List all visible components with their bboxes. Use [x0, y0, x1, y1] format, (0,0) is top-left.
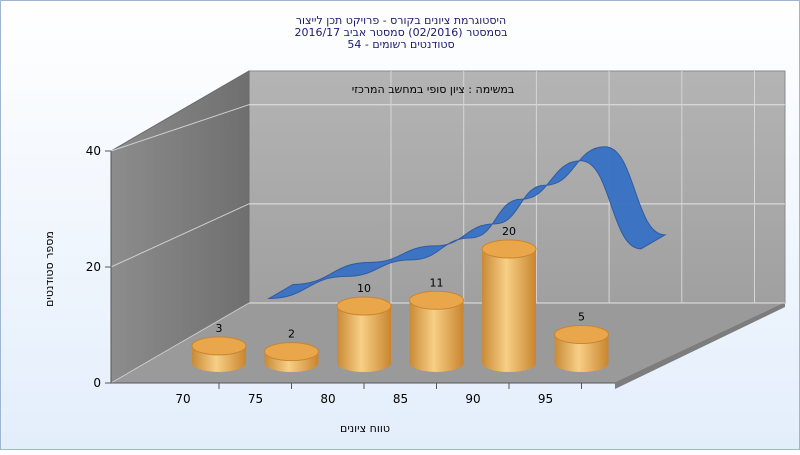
bar-label-0: 3 [216, 322, 223, 335]
bar-1: 2 [264, 328, 319, 372]
y-tick-label-0: 0 [93, 376, 101, 390]
bar-top-5 [554, 325, 609, 344]
bar-body-2 [337, 306, 391, 372]
x-tick-label-2: 80 [320, 392, 335, 406]
bar-0: 3 [191, 322, 247, 372]
bar-top-3 [409, 290, 464, 310]
bar-body-4 [482, 249, 536, 372]
bar-top-1 [264, 342, 319, 362]
grid-line-left-1 [110, 203, 250, 268]
x-tick-label-5: 95 [538, 392, 553, 406]
y-tick-label-2: 40 [86, 144, 101, 158]
chart-title-line-3: סטודנטים רשומים - 54 [347, 38, 454, 51]
bars-layer: 3 2 10 11 20 5 [191, 225, 609, 372]
chart-title-line-2: בסמסטר (02/2016) סמסטר אביב 2016/17 [294, 26, 507, 39]
bar-2: 10 [336, 282, 392, 372]
bar-top-0 [191, 336, 247, 356]
x-tick-label-0: 70 [175, 392, 190, 406]
bar-5: 5 [554, 311, 609, 372]
bar-3: 11 [409, 276, 464, 372]
bar-label-4: 20 [502, 225, 516, 238]
y-axis: 0 20 40 [86, 144, 112, 390]
bar-label-2: 10 [357, 282, 371, 295]
bar-body-3 [409, 300, 464, 372]
distribution-curve [267, 146, 667, 299]
y-tick-label-1: 20 [86, 260, 101, 274]
x-tick-label-3: 85 [393, 392, 408, 406]
grid-line-left-0 [110, 302, 250, 384]
bar-label-1: 2 [288, 328, 295, 341]
bar-top-4 [481, 239, 537, 259]
curve-layer [267, 146, 667, 299]
bar-label-3: 11 [430, 276, 444, 289]
bar-body-5 [554, 334, 609, 372]
chart-annotation: במשימה : ציון סופי במחשב המרכזי [352, 83, 515, 96]
x-axis-title: טווח ציונים [340, 422, 390, 435]
bar-label-5: 5 [578, 311, 585, 324]
chart-title-line-1: היסטוגרמת ציונים בקורס - פרויקט תכן לייצ… [296, 14, 506, 27]
x-tick-label-4: 90 [465, 392, 480, 406]
y-axis-title: מספר סטודנטים [43, 231, 56, 307]
floor-front-edge [615, 303, 785, 389]
x-tick-label-1: 75 [248, 392, 263, 406]
x-axis: 70 75 80 85 90 95 [111, 382, 615, 406]
bar-4: 20 [481, 225, 537, 372]
grid-line-left-2 [110, 104, 250, 152]
bar-top-2 [336, 296, 392, 316]
